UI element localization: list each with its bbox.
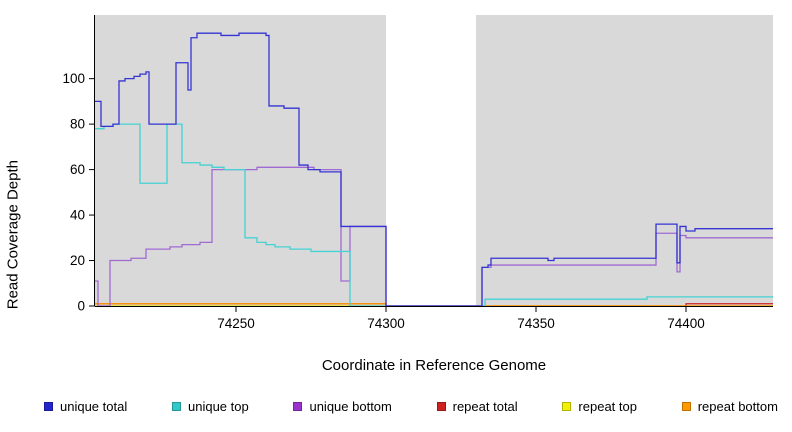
x-tick-label: 74400 (667, 316, 705, 331)
legend-swatch-unique-bottom (293, 402, 303, 411)
legend-item-unique-total: unique total (44, 399, 127, 414)
y-axis-label: Read Coverage Depth (4, 160, 22, 310)
x-tick-label: 74350 (517, 316, 555, 331)
series-group (95, 32, 773, 306)
legend-label: repeat bottom (697, 399, 778, 414)
legend-item-unique-top: unique top (171, 399, 249, 414)
legend-swatch-unique-total (44, 402, 53, 411)
y-tick-label: 20 (70, 253, 85, 268)
legend-label: unique bottom (309, 399, 392, 414)
series-unique-total (95, 32, 773, 306)
y-tick-label: 100 (62, 71, 85, 86)
x-tick-label: 74300 (367, 316, 405, 331)
legend-label: unique total (60, 399, 128, 414)
chart-svg: 74250 74300 74350 74400 0 20 40 60 80 100 (62, 15, 773, 331)
series-unique-top (95, 123, 773, 306)
y-tick-label: 60 (70, 162, 85, 177)
legend-item-repeat-top: repeat top (562, 399, 637, 414)
legend-item-unique-bottom: unique bottom (293, 399, 392, 414)
legend-label: repeat total (452, 399, 518, 414)
y-tick-label: 40 (70, 208, 85, 223)
legend-swatch-repeat-bottom (681, 402, 691, 411)
legend-swatch-repeat-total (436, 402, 446, 411)
legend-swatch-repeat-top (562, 402, 572, 411)
y-tick-label: 80 (70, 117, 85, 132)
legend-label: repeat top (578, 399, 637, 414)
legend-item-repeat-bottom: repeat bottom (681, 399, 778, 414)
gap-region (386, 15, 476, 306)
legend: unique total unique top unique bottom re… (0, 399, 792, 414)
legend-item-repeat-total: repeat total (436, 399, 518, 414)
legend-label: unique top (187, 399, 249, 414)
x-tick-label: 74250 (217, 316, 255, 331)
legend-swatch-unique-top (171, 402, 181, 411)
y-tick-label: 0 (77, 299, 85, 314)
x-axis-label: Coordinate in Reference Genome (321, 357, 547, 374)
